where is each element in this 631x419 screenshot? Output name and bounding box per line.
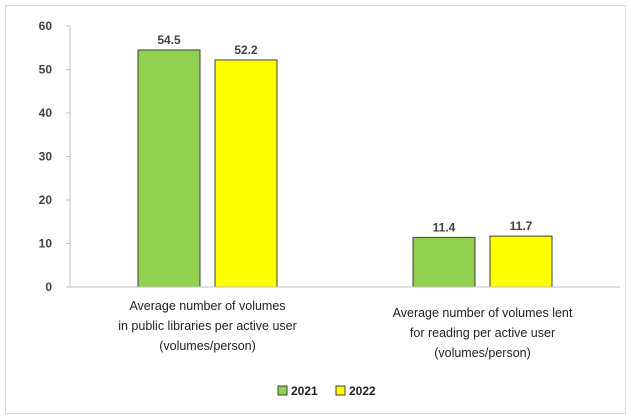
category-label-line: Average number of volumes (129, 299, 285, 313)
bars: 54.5 52.2 11.4 11.7 (137, 33, 553, 288)
y-tick-label: 40 (39, 106, 53, 120)
y-tick-label: 10 (39, 237, 53, 251)
category-label-line: (volumes/person) (434, 346, 531, 360)
y-tick-label: 50 (39, 63, 53, 77)
legend-swatch-2021 (277, 385, 288, 396)
category-label-line: Average number of volumes lent (393, 306, 573, 320)
category-label-line: for reading per active user (410, 326, 555, 340)
y-tick-label: 20 (39, 193, 53, 207)
y-tick-label: 0 (45, 280, 52, 294)
x-axis: Average number of volumes in public libra… (70, 286, 620, 360)
y-tick-label: 60 (39, 19, 53, 33)
category-label-line: in public libraries per active user (118, 319, 297, 333)
chart-frame (5, 5, 626, 414)
bar-2021-1 (137, 49, 201, 288)
category-label-line: (volumes/person) (159, 339, 256, 353)
bar-2022-1 (214, 59, 278, 288)
bar-2022-2 (489, 235, 553, 288)
legend-label: 2022 (349, 384, 376, 398)
legend: 2021 2022 (277, 384, 376, 398)
bar-2021-2 (412, 236, 476, 288)
legend-label: 2021 (291, 384, 318, 398)
data-label: 11.7 (510, 219, 533, 233)
y-axis: 0 10 20 30 40 50 60 (39, 19, 71, 294)
data-label: 54.5 (157, 33, 181, 47)
legend-swatch-2022 (335, 385, 346, 396)
data-label: 52.2 (234, 43, 258, 57)
y-tick-label: 30 (39, 150, 53, 164)
data-label: 11.4 (433, 220, 456, 234)
